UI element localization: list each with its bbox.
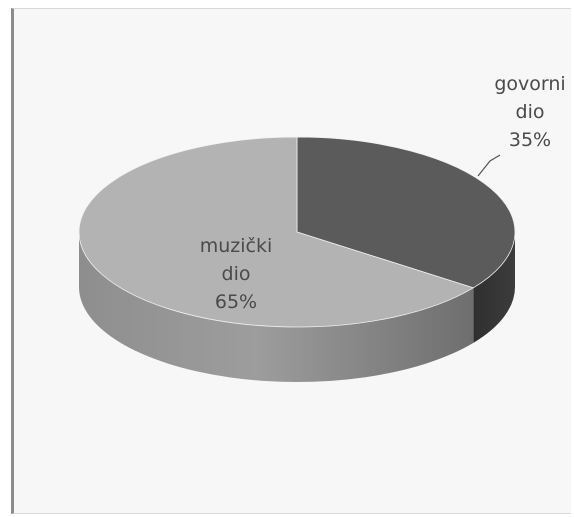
slice-label-1: govorni dio 35%	[494, 73, 565, 151]
leader-line	[477, 154, 501, 177]
pie-slice-2	[78, 136, 475, 328]
pie-slice-side-2	[79, 232, 474, 382]
pie-slice-side-1	[473, 232, 515, 343]
pie-slice-1	[296, 136, 516, 289]
slice-label-2: muzički dio 65%	[200, 235, 273, 313]
